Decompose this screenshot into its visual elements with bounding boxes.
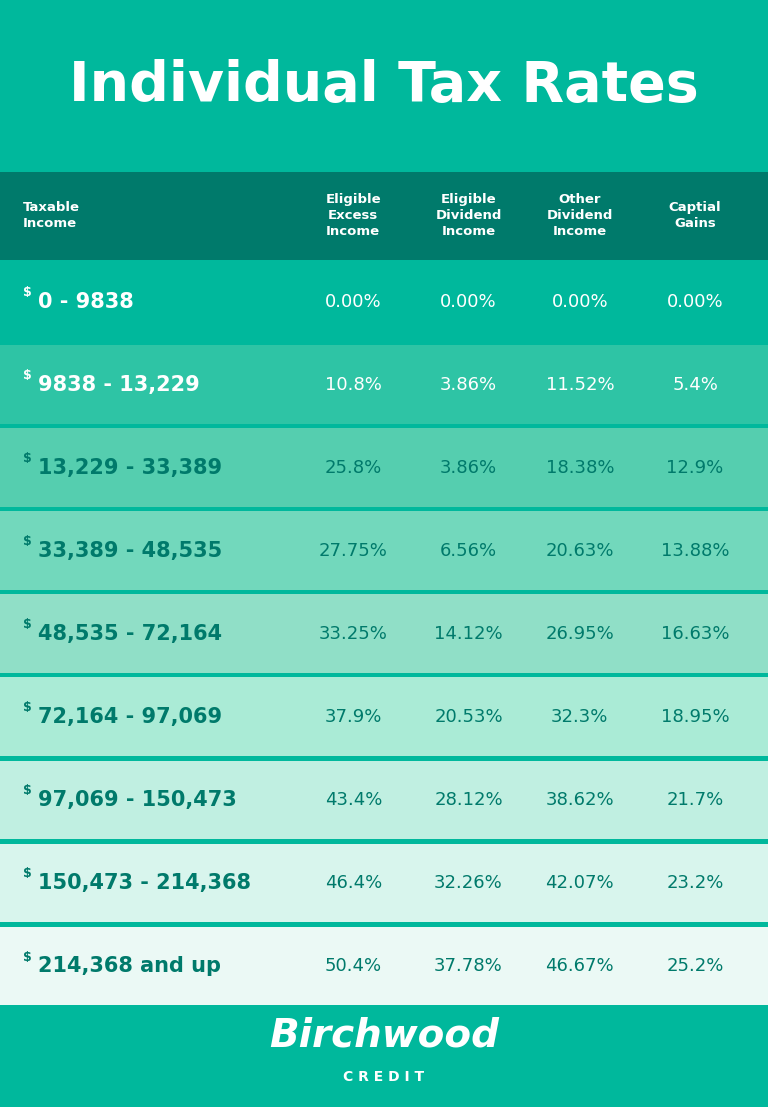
Text: 3.86%: 3.86%	[440, 375, 497, 394]
Text: 3.86%: 3.86%	[440, 458, 497, 477]
Text: 37.9%: 37.9%	[325, 707, 382, 726]
Text: 23.2%: 23.2%	[667, 873, 723, 892]
Text: 38.62%: 38.62%	[545, 790, 614, 809]
Text: 18.95%: 18.95%	[660, 707, 730, 726]
Text: 16.63%: 16.63%	[660, 624, 730, 643]
Text: 32.26%: 32.26%	[434, 873, 503, 892]
Text: 25.8%: 25.8%	[325, 458, 382, 477]
Text: 0.00%: 0.00%	[667, 292, 723, 311]
Text: 46.4%: 46.4%	[325, 873, 382, 892]
Text: 42.07%: 42.07%	[545, 873, 614, 892]
Text: 50.4%: 50.4%	[325, 956, 382, 975]
Text: 0.00%: 0.00%	[551, 292, 608, 311]
Text: 11.52%: 11.52%	[545, 375, 614, 394]
Text: 0 - 9838: 0 - 9838	[38, 291, 134, 312]
Text: 28.12%: 28.12%	[434, 790, 503, 809]
Text: Taxable
Income: Taxable Income	[23, 201, 80, 230]
Text: $: $	[23, 370, 31, 382]
Text: 13.88%: 13.88%	[660, 541, 730, 560]
Text: 27.75%: 27.75%	[319, 541, 388, 560]
Text: 33.25%: 33.25%	[319, 624, 388, 643]
Text: 214,368 and up: 214,368 and up	[38, 955, 220, 976]
Text: 6.56%: 6.56%	[440, 541, 497, 560]
Text: C R E D I T: C R E D I T	[343, 1070, 425, 1084]
Text: 72,164 - 97,069: 72,164 - 97,069	[38, 706, 222, 727]
Text: 26.95%: 26.95%	[545, 624, 614, 643]
Text: 5.4%: 5.4%	[672, 375, 718, 394]
Text: $: $	[23, 868, 31, 880]
Text: 37.78%: 37.78%	[434, 956, 503, 975]
Text: 0.00%: 0.00%	[440, 292, 497, 311]
Text: 97,069 - 150,473: 97,069 - 150,473	[38, 789, 237, 810]
Text: Eligible
Excess
Income: Eligible Excess Income	[326, 194, 381, 238]
Text: $: $	[23, 951, 31, 963]
Text: 150,473 - 214,368: 150,473 - 214,368	[38, 872, 250, 893]
Text: 0.00%: 0.00%	[325, 292, 382, 311]
Text: $: $	[23, 536, 31, 548]
Text: 32.3%: 32.3%	[551, 707, 608, 726]
Text: $: $	[23, 702, 31, 714]
Text: 13,229 - 33,389: 13,229 - 33,389	[38, 457, 222, 478]
Text: 20.53%: 20.53%	[434, 707, 503, 726]
Text: 10.8%: 10.8%	[325, 375, 382, 394]
Text: $: $	[23, 785, 31, 797]
Text: 46.67%: 46.67%	[545, 956, 614, 975]
Text: Other
Dividend
Income: Other Dividend Income	[547, 194, 613, 238]
Text: 25.2%: 25.2%	[667, 956, 723, 975]
Text: $: $	[23, 619, 31, 631]
Text: 33,389 - 48,535: 33,389 - 48,535	[38, 540, 222, 561]
Text: $: $	[23, 453, 31, 465]
Text: Eligible
Dividend
Income: Eligible Dividend Income	[435, 194, 502, 238]
Text: Captial
Gains: Captial Gains	[669, 201, 721, 230]
Text: 48,535 - 72,164: 48,535 - 72,164	[38, 623, 222, 644]
Text: 14.12%: 14.12%	[434, 624, 503, 643]
Text: 12.9%: 12.9%	[667, 458, 723, 477]
Text: 21.7%: 21.7%	[667, 790, 723, 809]
Text: 18.38%: 18.38%	[545, 458, 614, 477]
Text: 9838 - 13,229: 9838 - 13,229	[38, 374, 200, 395]
Text: Individual Tax Rates: Individual Tax Rates	[69, 59, 699, 113]
Text: 43.4%: 43.4%	[325, 790, 382, 809]
Text: Birchwood: Birchwood	[269, 1016, 499, 1054]
Text: $: $	[23, 287, 31, 299]
Text: 20.63%: 20.63%	[545, 541, 614, 560]
